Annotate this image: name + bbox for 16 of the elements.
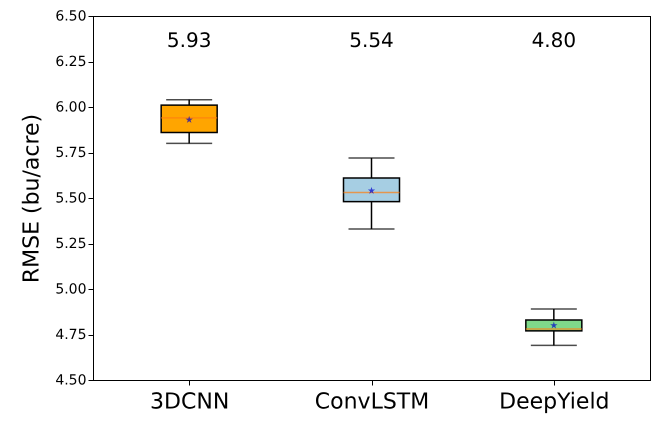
y-tick-label: 4.75 xyxy=(55,327,86,343)
y-tick-label: 5.00 xyxy=(55,282,86,298)
y-tick-label: 6.50 xyxy=(55,8,86,24)
y-tick-label: 5.75 xyxy=(55,145,86,161)
x-tick-label: 3DCNN xyxy=(150,390,230,414)
y-tick-label: 5.25 xyxy=(55,236,86,252)
x-tick-label: DeepYield xyxy=(499,390,610,414)
annotation: 4.80 xyxy=(532,28,576,52)
y-tick-label: 5.50 xyxy=(55,190,86,206)
x-tick-label: ConvLSTM xyxy=(314,390,430,414)
y-tick-label: 6.25 xyxy=(55,54,86,70)
y-tick-label: 6.00 xyxy=(55,100,86,116)
y-axis-title: RMSE (bu/acre) xyxy=(19,114,44,284)
annotation: 5.93 xyxy=(166,28,212,52)
annotation: 5.54 xyxy=(349,28,394,52)
y-tick-label: 4.50 xyxy=(55,372,86,388)
